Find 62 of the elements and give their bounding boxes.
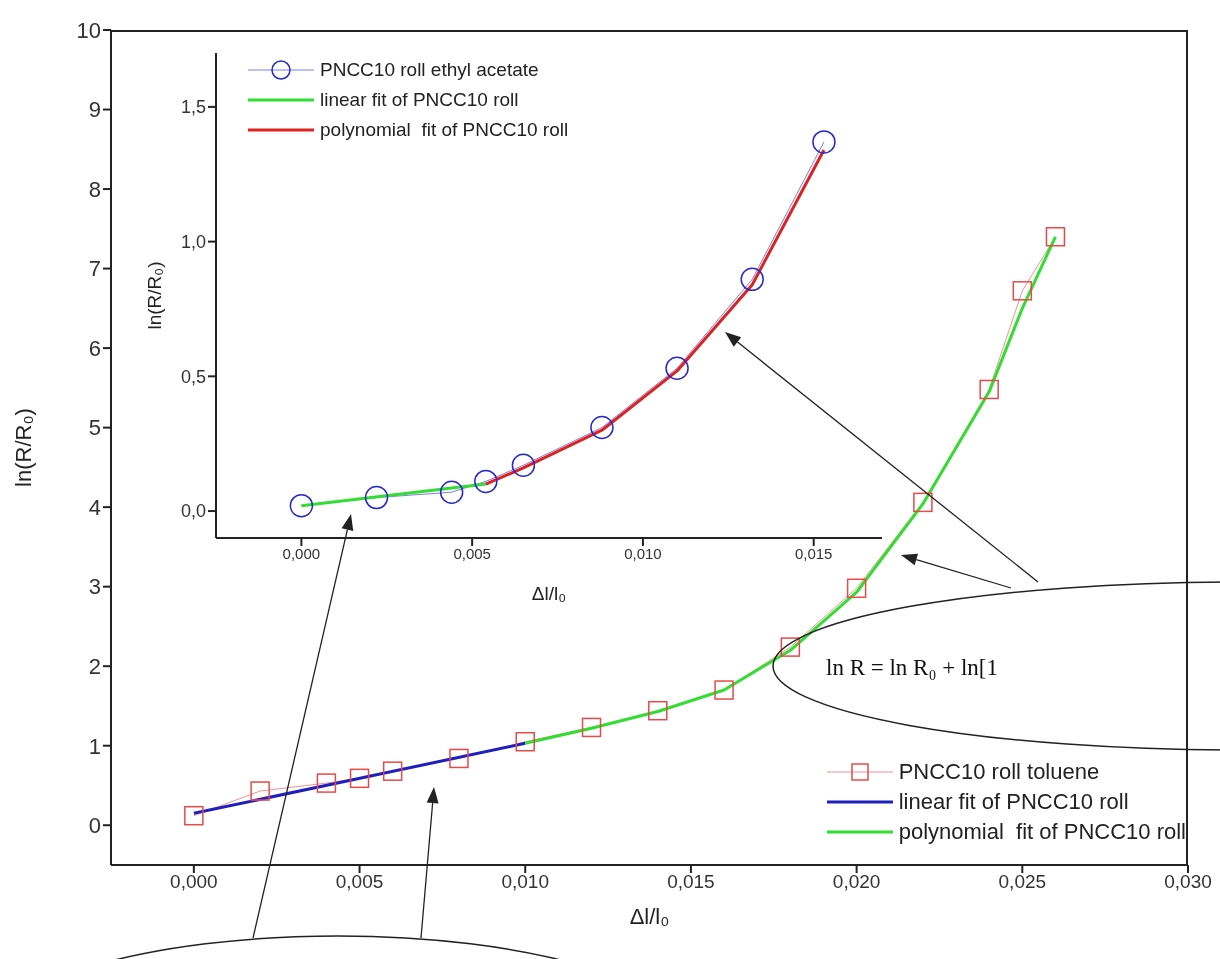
point: [740, 267, 764, 292]
point: [474, 469, 498, 494]
legend-label: polynomial fit of PNCC10 roll: [898, 818, 1186, 846]
y-axis-title: ln(R/R₀): [10, 408, 36, 487]
y-tick-label: 1: [88, 733, 101, 759]
point: [184, 805, 204, 826]
x-axis-title: Δl/l₀: [629, 904, 670, 929]
y-tick-label: 0,5: [180, 366, 206, 387]
y-tick-label: 7: [88, 256, 101, 282]
point: [250, 781, 270, 801]
x-tick-label: 0,015: [794, 544, 833, 562]
point: [846, 578, 867, 599]
x-tick-label: 0,030: [1164, 871, 1212, 893]
y-tick-label: 3: [88, 574, 101, 600]
y-tick-label: 1,5: [180, 97, 206, 118]
point: [1045, 227, 1066, 247]
point: [289, 493, 314, 518]
y-axis-title: ln(R/R₀): [143, 261, 165, 330]
point: [913, 492, 933, 513]
x-tick-label: 0,010: [624, 544, 662, 562]
point: [511, 453, 536, 477]
point: [590, 415, 614, 440]
point: [648, 700, 668, 721]
x-tick-label: 0,010: [501, 871, 549, 893]
legend-label: PNCC10 roll toluene: [898, 758, 1100, 786]
x-tick-label: 0,000: [170, 871, 218, 893]
x-tick-label: 0,015: [667, 871, 715, 893]
point: [581, 717, 602, 738]
point: [449, 748, 469, 769]
y-tick-label: 9: [88, 97, 101, 123]
x-tick-label: 0,005: [453, 544, 491, 562]
legend-label: polynomial fit of PNCC10 roll: [320, 118, 569, 142]
y-tick-label: 0: [88, 813, 101, 839]
point: [515, 731, 535, 752]
y-tick-label: 5: [88, 415, 101, 441]
legend-label: PNCC10 roll ethyl acetate: [320, 58, 539, 82]
point: [1012, 281, 1033, 301]
y-tick-label: 4: [88, 494, 101, 520]
point: [665, 356, 689, 380]
point: [349, 768, 370, 789]
point: [812, 130, 836, 154]
legend-label: linear fit of PNCC10 roll: [320, 88, 519, 112]
x-tick-label: 0,020: [832, 871, 881, 893]
point: [316, 773, 337, 793]
x-tick-label: 0,000: [282, 544, 321, 562]
y-tick-label: 1,0: [180, 232, 206, 252]
x-axis-title: Δl/l₀: [531, 583, 567, 604]
y-tick-label: 0,0: [180, 501, 206, 522]
point: [382, 761, 403, 781]
legend-label: linear fit of PNCC10 roll: [898, 788, 1129, 816]
point: [364, 485, 389, 510]
y-tick-label: 8: [88, 176, 101, 202]
x-tick-label: 0,025: [998, 871, 1047, 893]
x-tick-label: 0,005: [335, 871, 384, 893]
y-tick-label: 6: [88, 335, 101, 361]
point: [979, 379, 999, 400]
annotation: ln R = ln R₀ + ln[1: [826, 655, 998, 680]
point: [780, 637, 801, 657]
y-tick-label: 2: [88, 654, 101, 679]
y-tick-label: 10: [76, 17, 101, 43]
point: [714, 680, 734, 700]
point: [439, 480, 464, 504]
